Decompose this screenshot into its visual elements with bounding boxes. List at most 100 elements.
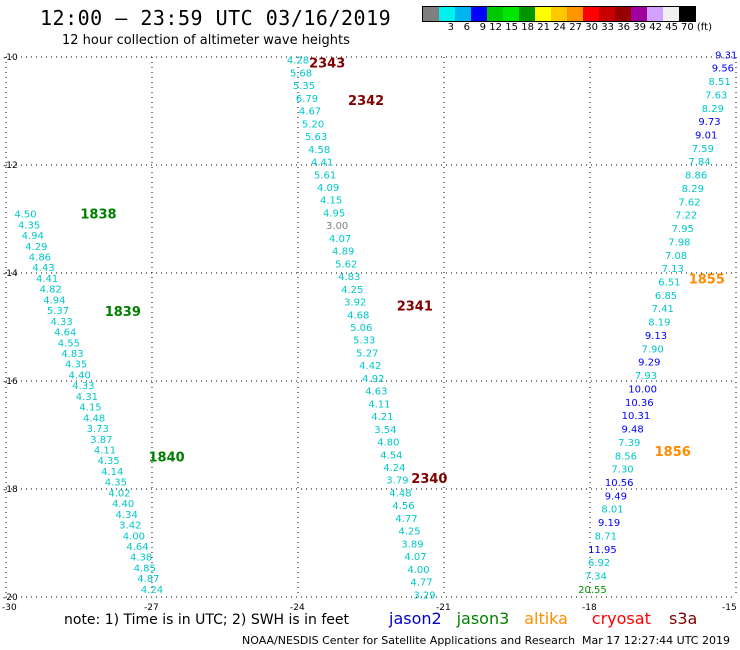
wave-height-value: 7.41 — [652, 304, 674, 315]
wave-height-value: 7.59 — [692, 144, 714, 155]
wave-height-value: 4.87 — [137, 574, 159, 585]
legend-item-altika: altika — [524, 609, 568, 628]
wave-height-value: 4.11 — [94, 446, 116, 457]
lat-tick-label: -16 — [3, 377, 18, 387]
colorbar-swatch — [599, 7, 615, 21]
colorbar-swatch — [487, 7, 503, 21]
wave-height-value: 4.38 — [130, 553, 152, 564]
wave-height-value: 4.83 — [338, 272, 360, 283]
colorbar-label: 15 — [505, 22, 518, 33]
wave-height-value: 7.08 — [665, 251, 687, 262]
wave-height-value: 4.48 — [389, 488, 411, 499]
colorbar-label: 33 — [601, 22, 614, 33]
wave-height-value: 5.68 — [290, 68, 312, 79]
colorbar-label: 30 — [585, 22, 598, 33]
colorbar-label: 36 — [617, 22, 630, 33]
wave-height-value: 4.94 — [22, 231, 44, 242]
colorbar-swatch — [647, 7, 663, 21]
wave-height-value: 8.29 — [702, 104, 724, 115]
colorbar-swatch — [455, 7, 471, 21]
lon-tick-label: -24 — [290, 603, 305, 613]
colorbar-swatch — [551, 7, 567, 21]
wave-height-value: 5.62 — [335, 259, 357, 270]
wave-height-value: 7.22 — [675, 211, 697, 222]
timestamp: Mar 17 12:27:44 UTC 2019 — [582, 634, 730, 647]
wave-height-value: 7.39 — [618, 438, 640, 449]
wave-height-value: 4.85 — [134, 563, 156, 574]
wave-height-value: 5.06 — [350, 323, 372, 334]
wave-height-value: 10.36 — [625, 398, 654, 409]
wave-height-value: 3.29 — [413, 590, 435, 601]
wave-height-value: 8.86 — [685, 171, 707, 182]
lon-tick-label: -27 — [144, 603, 159, 613]
colorbar-label: 70 (ft) — [681, 22, 712, 33]
map-title: 12:00 – 23:59 UTC 03/16/2019 — [40, 6, 392, 30]
colorbar-swatch — [439, 7, 455, 21]
wave-height-value: 4.40 — [112, 499, 134, 510]
colorbar-swatch — [631, 7, 647, 21]
wave-height-value: 3.54 — [374, 425, 396, 436]
pass-label: 2340 — [411, 472, 447, 487]
wave-height-value: 4.86 — [29, 252, 51, 263]
wave-height-value: 8.29 — [682, 184, 704, 195]
wave-height-colorbar — [422, 6, 696, 22]
wave-height-value: 4.11 — [368, 399, 390, 410]
pass-label: 2342 — [348, 94, 384, 109]
wave-height-value: 8.71 — [595, 531, 617, 542]
wave-height-value: 4.50 — [14, 210, 36, 221]
lat-tick-label: -20 — [3, 593, 18, 603]
wave-height-value: 6.92 — [588, 558, 610, 569]
wave-height-value: 4.42 — [359, 361, 381, 372]
wave-height-value: 9.49 — [605, 491, 627, 502]
wave-height-value: 4.14 — [101, 467, 123, 478]
wave-height-value: 4.35 — [65, 360, 87, 371]
wave-height-value: 3.87 — [90, 435, 112, 446]
wave-height-value: 7.98 — [668, 237, 690, 248]
wave-height-value: 4.31 — [76, 392, 98, 403]
wave-height-value: 5.37 — [47, 306, 69, 317]
lon-tick-label: -21 — [436, 603, 451, 613]
colorbar-label: 3 — [447, 22, 454, 33]
legend-item-jason2: jason2 — [389, 609, 442, 628]
legend-item-cryosat: cryosat — [591, 609, 651, 628]
colorbar-labels: 3 6 9 12 15 18 21 24 27 30 33 36 39 42 45 70 (ft) — [422, 22, 712, 33]
wave-height-value: 4.48 — [83, 413, 105, 424]
wave-height-value: 5.27 — [356, 348, 378, 359]
wave-height-value: 4.24 — [141, 585, 163, 596]
pass-label: 1855 — [689, 272, 725, 287]
map-subtitle: 12 hour collection of altimeter wave hei… — [62, 33, 350, 48]
wave-height-value: 4.77 — [410, 578, 432, 589]
wave-height-value: 5.61 — [314, 170, 336, 181]
lat-tick-label: -18 — [3, 485, 18, 495]
wave-height-value: 4.58 — [308, 145, 330, 156]
wave-height-value: 7.90 — [642, 344, 664, 355]
wave-height-value: 20.55 — [578, 585, 607, 596]
wave-height-value: 4.00 — [123, 531, 145, 542]
wave-height-value: 11.95 — [588, 545, 617, 556]
lat-tick-label: -14 — [3, 269, 18, 279]
colorbar-label: 27 — [569, 22, 582, 33]
wave-height-value: 10.00 — [628, 384, 657, 395]
wave-height-value: 4.55 — [58, 338, 80, 349]
wave-height-value: 4.41 — [311, 158, 333, 169]
wave-height-value: 7.93 — [635, 371, 657, 382]
lat-tick-label: -10 — [3, 53, 18, 63]
wave-height-value: 4.92 — [362, 374, 384, 385]
pass-label: 1839 — [105, 305, 141, 320]
wave-height-value: 3.89 — [401, 539, 423, 550]
wave-height-value: 4.07 — [404, 552, 426, 563]
wave-height-value: 4.34 — [116, 510, 138, 521]
wave-height-value: 4.94 — [43, 295, 65, 306]
wave-height-value: 4.35 — [97, 456, 119, 467]
colorbar-label: 18 — [521, 22, 534, 33]
wave-height-value: 8.56 — [615, 451, 637, 462]
colorbar-swatch — [663, 7, 679, 21]
wave-height-value: 4.95 — [323, 208, 345, 219]
wave-height-value: 9.19 — [598, 518, 620, 529]
wave-height-value: 6.51 — [658, 278, 680, 289]
colorbar-swatch — [535, 7, 551, 21]
wave-height-value: 6.85 — [655, 291, 677, 302]
colorbar-swatch — [615, 7, 631, 21]
colorbar-label: 9 — [479, 22, 486, 33]
